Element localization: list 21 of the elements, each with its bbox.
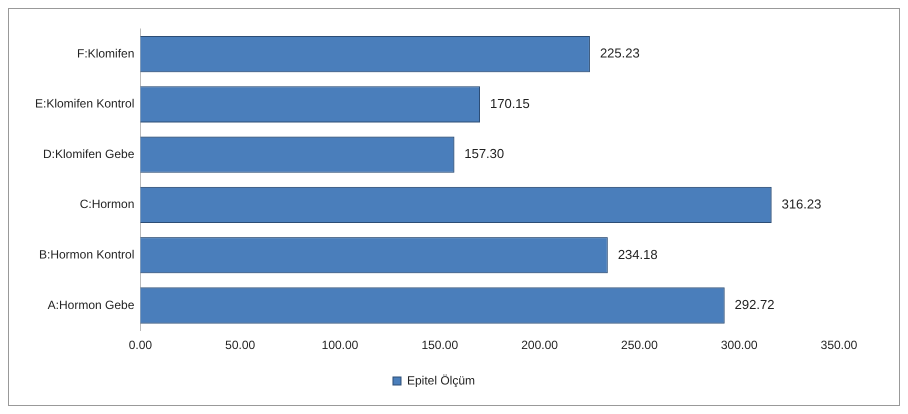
data-label: 157.30 bbox=[464, 146, 504, 162]
y-tick-label: B:Hormon Kontrol bbox=[39, 248, 134, 262]
data-label: 292.72 bbox=[734, 297, 774, 312]
x-tick-label: 350.00 bbox=[820, 338, 858, 352]
data-label: 234.18 bbox=[618, 246, 658, 262]
y-tick-label: F:Klomifen bbox=[77, 46, 134, 60]
data-label: 225.23 bbox=[600, 46, 640, 61]
x-tick-label: 250.00 bbox=[621, 338, 658, 352]
y-tick-label: D:Klomifen Gebe bbox=[42, 146, 135, 161]
x-tick-label: 300.00 bbox=[720, 338, 758, 352]
x-tick-label: 200.00 bbox=[521, 338, 558, 352]
y-tick-label: A:Hormon Gebe bbox=[48, 298, 135, 312]
y-tick-label: C:Hormon bbox=[80, 197, 134, 212]
y-tick-label: E:Klomifen Kontrol bbox=[34, 96, 134, 111]
legend-label: Epitel Ölçüm bbox=[406, 373, 476, 388]
x-tick-label: 50.00 bbox=[225, 338, 256, 352]
x-tick-label: 0.00 bbox=[128, 338, 152, 352]
data-label: 316.23 bbox=[782, 196, 822, 212]
data-label: 170.15 bbox=[490, 96, 530, 111]
x-tick-label: 100.00 bbox=[322, 338, 359, 352]
x-tick-label: 150.00 bbox=[421, 338, 458, 352]
